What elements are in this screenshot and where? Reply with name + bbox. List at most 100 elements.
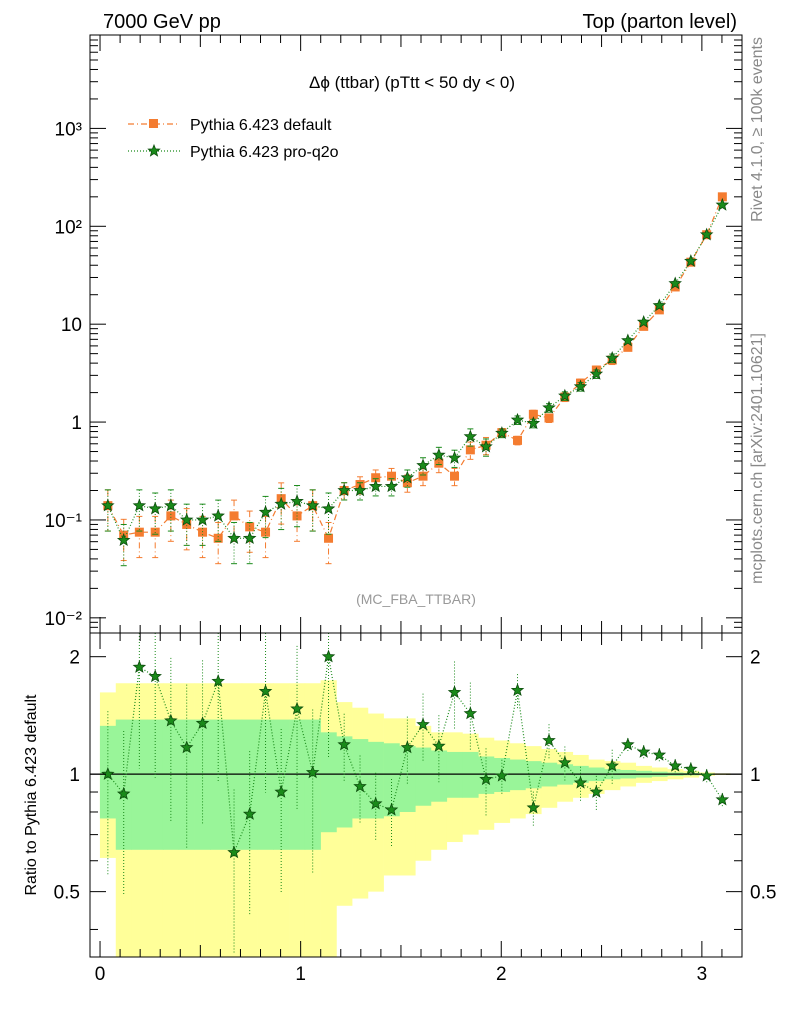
uncertainty-band-inner xyxy=(399,746,416,812)
ratio-y-tick-label-right: 2 xyxy=(750,648,761,669)
proq2o-point xyxy=(305,498,320,512)
ratio-point xyxy=(526,800,541,814)
x-tick-label: 1 xyxy=(295,964,306,985)
ratio-point xyxy=(132,660,147,673)
x-tick-label: 3 xyxy=(697,964,708,985)
mcplots-label: mcplots.cern.ch [arXiv:2401.10621] xyxy=(749,333,766,584)
proq2o-point xyxy=(148,501,162,515)
ratio-y-tick-label-left: 0.5 xyxy=(54,883,80,904)
default-point xyxy=(324,533,334,543)
uncertainty-band-inner xyxy=(210,719,227,850)
proq2o-point xyxy=(321,501,336,515)
ratio-y-tick-label-right: 1 xyxy=(750,765,761,786)
ratio-point xyxy=(463,706,478,720)
proq2o-point xyxy=(353,483,367,497)
proq2o-point xyxy=(164,498,178,512)
header-left: 7000 GeV pp xyxy=(103,11,221,33)
ratio-point xyxy=(164,713,178,727)
proq2o-point xyxy=(432,447,446,461)
default-line xyxy=(107,196,723,540)
ratio-point xyxy=(542,733,556,747)
ratio-point xyxy=(337,737,351,751)
proq2o-point xyxy=(558,388,572,402)
y-tick-label: 1 xyxy=(71,413,82,434)
ratio-line xyxy=(107,656,723,853)
ratio-point xyxy=(353,779,367,793)
uncertainty-band-inner xyxy=(147,719,164,850)
proq2o-point xyxy=(227,531,241,545)
legend: Pythia 6.423 default Pythia 6.423 pro-q2… xyxy=(128,117,339,161)
default-point xyxy=(229,511,239,521)
ratio-point xyxy=(558,755,572,769)
proq2o-point xyxy=(605,351,619,364)
y-tick-label: 10⁻² xyxy=(45,609,83,630)
plot-title: Δϕ (ttbar) (pTtt < 50 dy < 0) xyxy=(309,73,515,92)
ratio-point xyxy=(495,768,509,782)
proq2o-point xyxy=(652,298,667,312)
x-tick-label: 0 xyxy=(95,964,106,985)
proq2o-point xyxy=(368,479,383,493)
ratio-point xyxy=(195,716,210,730)
default-point xyxy=(465,445,475,455)
ratio-point xyxy=(621,737,635,751)
ratio-bands xyxy=(99,680,731,957)
proq2o-point xyxy=(400,470,415,484)
ratio-point xyxy=(305,765,320,779)
ratio-point xyxy=(447,685,462,699)
ratio-y-tick-label-left: 1 xyxy=(69,765,80,786)
ratio-y-axis-label: Ratio to Pythia 6.423 default xyxy=(23,694,40,896)
y-tick-label: 10² xyxy=(55,217,82,238)
ratio-point xyxy=(589,784,604,798)
ratio-point xyxy=(148,669,162,683)
default-point xyxy=(418,471,428,481)
proq2o-point xyxy=(542,400,556,414)
rivet-label: Rivet 4.1.0, ≥ 100k events xyxy=(749,37,766,222)
proq2o-point xyxy=(479,439,493,453)
default-point xyxy=(166,511,176,521)
ratio-series xyxy=(101,633,730,954)
default-point xyxy=(450,471,460,481)
default-point xyxy=(623,342,633,352)
ratio-point xyxy=(116,786,131,800)
ratio-point xyxy=(258,684,273,698)
ratio-point xyxy=(605,758,619,772)
ratio-point xyxy=(242,807,257,820)
ratio-point xyxy=(573,775,588,789)
header-right: Top (parton level) xyxy=(582,11,737,33)
uncertainty-band-inner xyxy=(115,719,132,850)
proq2o-point xyxy=(699,227,714,241)
uncertainty-band-inner xyxy=(178,719,195,850)
default-point xyxy=(134,527,144,537)
proq2o-point xyxy=(258,505,273,518)
default-point xyxy=(639,321,649,331)
default-point xyxy=(528,409,538,419)
ratio-point xyxy=(227,845,241,859)
uncertainty-band-inner xyxy=(273,719,290,850)
ratio-point xyxy=(684,762,698,775)
default-point xyxy=(717,192,727,202)
ratio-panel: 0.5 0.5 1 1 2 2 0 1 2 3 Ratio to Pythia 6.423 de… xyxy=(23,632,776,985)
main-series xyxy=(101,192,730,567)
proq2o-point xyxy=(211,508,225,522)
ratio-point xyxy=(400,740,415,754)
proq2o-point xyxy=(589,366,604,380)
default-point xyxy=(513,435,523,445)
uncertainty-band-inner xyxy=(367,741,384,819)
ratio-point xyxy=(699,768,714,782)
ratio-x-tick-labels: 0 1 2 3 xyxy=(95,964,707,985)
ratio-point xyxy=(416,717,430,731)
uncertainty-band-inner xyxy=(131,719,148,850)
proq2o-point xyxy=(447,450,462,464)
ratio-point xyxy=(652,747,667,761)
default-point xyxy=(198,527,208,537)
ratio-point xyxy=(668,758,682,772)
proq2o-point xyxy=(274,497,288,510)
proq2o-point xyxy=(116,533,131,547)
uncertainty-band-inner xyxy=(320,732,337,833)
ratio-point xyxy=(510,683,525,697)
uncertainty-band-inner xyxy=(462,751,479,798)
proq2o-point xyxy=(463,429,478,443)
uncertainty-band-inner xyxy=(509,759,526,791)
uncertainty-band-inner xyxy=(446,751,463,798)
